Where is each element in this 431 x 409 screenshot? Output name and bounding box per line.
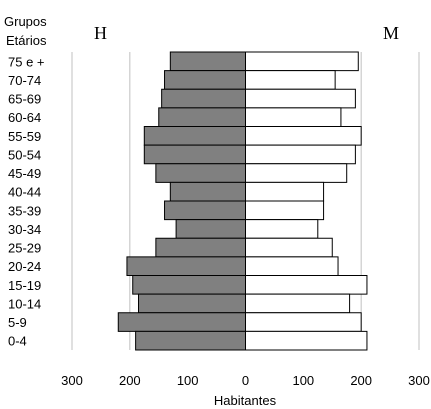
bar-m-10 bbox=[245, 237, 333, 258]
bar-m-3 bbox=[245, 107, 342, 127]
bar-m-15 bbox=[245, 330, 368, 351]
bar-h-7 bbox=[169, 181, 246, 202]
bar-h-10 bbox=[155, 237, 247, 258]
bar-m-6 bbox=[245, 163, 348, 183]
y-axis-title-line2: Etários bbox=[6, 33, 47, 48]
bar-m-14 bbox=[245, 312, 362, 332]
category-label-9: 30-34 bbox=[8, 222, 41, 237]
x-tick-labels: 300 200 100 0 100 200 300 bbox=[61, 373, 430, 388]
category-label-8: 35-39 bbox=[8, 203, 41, 218]
category-label-13: 10-14 bbox=[8, 296, 41, 311]
bar-h-2 bbox=[161, 88, 246, 109]
bar-h-11 bbox=[126, 256, 246, 276]
bar-h-12 bbox=[132, 275, 247, 295]
category-label-0: 75 e + bbox=[8, 54, 45, 69]
category-label-5: 50-54 bbox=[8, 147, 41, 162]
x-axis-title: Habitantes bbox=[214, 393, 277, 408]
bars bbox=[117, 51, 368, 351]
bar-m-8 bbox=[245, 200, 325, 221]
bar-h-3 bbox=[158, 107, 246, 127]
bar-m-1 bbox=[245, 70, 336, 90]
category-label-10: 25-29 bbox=[8, 241, 41, 256]
bar-h-6 bbox=[155, 163, 247, 183]
category-label-15: 0-4 bbox=[8, 334, 27, 349]
bar-m-11 bbox=[245, 256, 339, 276]
category-label-4: 55-59 bbox=[8, 129, 41, 144]
x-tick-label-6: 300 bbox=[408, 373, 430, 388]
category-label-14: 5-9 bbox=[8, 315, 27, 330]
x-tick-label-3: 0 bbox=[242, 373, 249, 388]
category-label-6: 45-49 bbox=[8, 166, 41, 181]
x-tick-label-0: 300 bbox=[61, 373, 83, 388]
bar-m-2 bbox=[245, 88, 356, 109]
bar-h-0 bbox=[169, 51, 246, 72]
category-label-3: 60-64 bbox=[8, 110, 41, 125]
right-side-label-m: M bbox=[383, 23, 399, 43]
category-label-12: 15-19 bbox=[8, 278, 41, 293]
bar-h-1 bbox=[164, 70, 247, 90]
category-label-1: 70-74 bbox=[8, 73, 41, 88]
left-side-label-h: H bbox=[94, 23, 107, 43]
bar-h-4 bbox=[143, 126, 247, 146]
category-label-11: 20-24 bbox=[8, 259, 41, 274]
bar-h-8 bbox=[164, 200, 247, 221]
bar-h-13 bbox=[138, 293, 246, 314]
x-tick-label-5: 200 bbox=[350, 373, 372, 388]
x-tick-label-1: 200 bbox=[119, 373, 141, 388]
category-label-2: 65-69 bbox=[8, 92, 41, 107]
bar-h-15 bbox=[135, 330, 246, 351]
bar-h-14 bbox=[117, 312, 246, 332]
bar-m-7 bbox=[245, 181, 325, 202]
bar-m-5 bbox=[245, 144, 356, 165]
bar-m-13 bbox=[245, 293, 351, 314]
x-tick-label-4: 100 bbox=[292, 373, 314, 388]
category-labels: 75 e + 70-74 65-69 60-64 55-59 50-54 45-49 40-4… bbox=[8, 54, 45, 348]
bar-m-4 bbox=[245, 126, 362, 146]
bar-m-12 bbox=[245, 275, 368, 295]
category-label-7: 40-44 bbox=[8, 185, 41, 200]
x-tick-label-2: 100 bbox=[177, 373, 199, 388]
y-axis-title-line1: Grupos bbox=[4, 14, 47, 29]
bar-m-9 bbox=[245, 219, 319, 239]
bar-m-0 bbox=[245, 51, 359, 72]
bar-h-9 bbox=[175, 219, 247, 239]
bar-h-5 bbox=[143, 144, 247, 165]
